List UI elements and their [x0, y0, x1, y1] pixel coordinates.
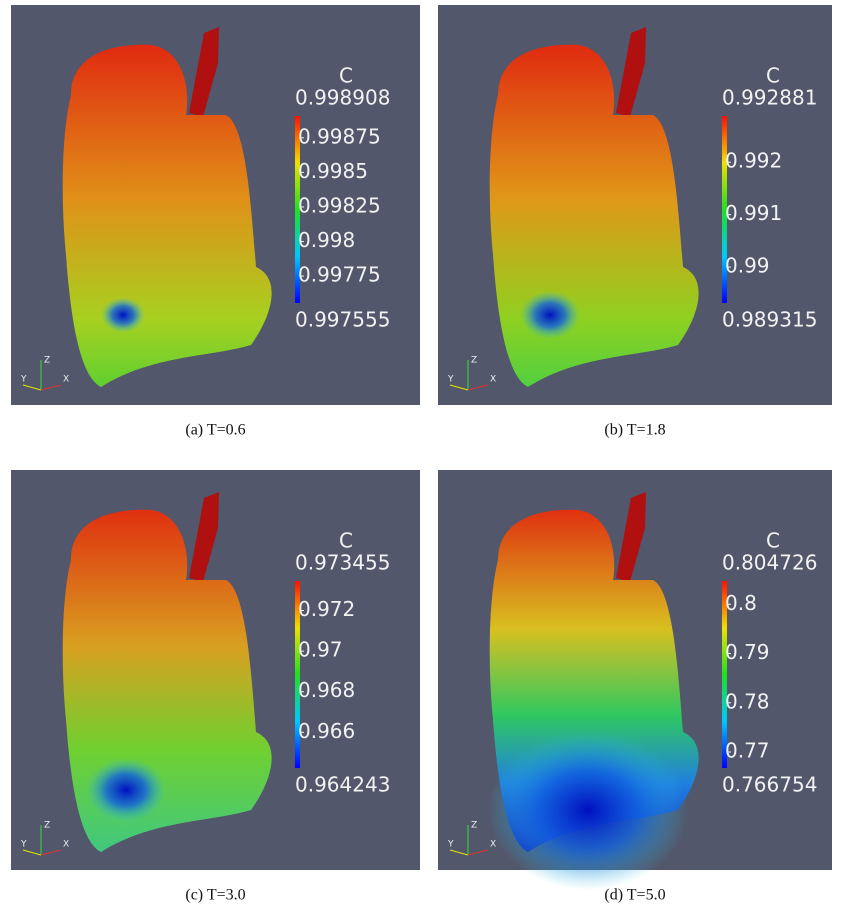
stem — [616, 27, 646, 117]
colorbar-tick-label: 0.99875 — [298, 124, 381, 148]
axis-x — [467, 384, 489, 391]
caption: (d) T=5.0 — [604, 887, 665, 904]
colorbar-tick-label: 0.968 — [298, 678, 355, 702]
panel: Y Z X C0.804726 0.766754 0.8 0.79 0.78 0.77 — [438, 470, 832, 890]
axis-label-x: X — [490, 375, 496, 385]
axis-label-x: X — [63, 375, 69, 385]
axis-label-z: Z — [44, 821, 50, 831]
colorbar-title: C — [339, 529, 353, 553]
colorbar-tick-label: 0.99775 — [298, 263, 381, 287]
axis-label-x: X — [63, 840, 69, 850]
colorbar-min: 0.997555 — [295, 308, 390, 332]
axis-label-y: Y — [447, 840, 454, 850]
stem — [189, 492, 219, 582]
colorbar-max: 0.973455 — [295, 551, 390, 575]
colorbar-max: 0.998908 — [295, 86, 390, 110]
axis-y — [22, 384, 42, 391]
axis-y — [449, 384, 469, 391]
caption: (c) T=3.0 — [185, 887, 245, 904]
axis-label-z: Z — [44, 356, 50, 366]
panel: Y Z X C0.973455 0.964243 0.972 0.97 0.968 0.966 — [11, 470, 420, 870]
colorbar-tick-label: 0.998 — [298, 228, 355, 252]
axis-x — [40, 849, 62, 856]
low-spot — [488, 730, 688, 890]
colorbar-tick-label: 0.77 — [725, 739, 770, 763]
colorbar-min: 0.964243 — [295, 773, 390, 797]
colorbar-max: 0.992881 — [722, 86, 817, 110]
colorbar-tick-label: 0.966 — [298, 719, 355, 743]
colorbar-tick-label: 0.8 — [725, 591, 757, 615]
low-spot — [86, 758, 166, 822]
colorbar-min: 0.989315 — [722, 308, 817, 332]
colorbar-title: C — [766, 64, 780, 88]
caption: (b) T=1.8 — [604, 422, 665, 439]
axis-label-z: Z — [471, 356, 477, 366]
colorbar-tick-label: 0.79 — [725, 640, 770, 664]
colorbar — [722, 116, 727, 303]
panel: Y Z X C0.998908 0.997555 0.99875 0.9985 0.99825… — [11, 5, 420, 405]
colorbar-tick-label: 0.99 — [725, 254, 770, 278]
colorbar-tick-label: 0.992 — [725, 149, 782, 173]
axis-label-x: X — [490, 840, 496, 850]
colorbar-title: C — [766, 529, 780, 553]
axis-label-y: Y — [447, 375, 454, 385]
axis-y — [449, 849, 469, 856]
stem — [616, 492, 646, 582]
panel: Y Z X C0.992881 0.989315 0.992 0.991 0.99 — [438, 5, 832, 405]
colorbar-tick-label: 0.99825 — [298, 193, 381, 217]
low-spot — [520, 291, 580, 339]
axis-x — [40, 384, 62, 391]
colorbar-tick-label: 0.972 — [298, 597, 355, 621]
colorbar-max: 0.804726 — [722, 551, 817, 575]
axis-x — [467, 849, 489, 856]
axis-label-y: Y — [20, 375, 27, 385]
colorbar — [295, 116, 300, 303]
colorbar — [295, 581, 300, 768]
colorbar-min: 0.766754 — [722, 773, 817, 797]
caption: (a) T=0.6 — [185, 422, 245, 439]
colorbar-tick-label: 0.97 — [298, 638, 343, 662]
axis-label-y: Y — [20, 840, 27, 850]
colorbar — [722, 581, 727, 768]
low-spot — [101, 297, 145, 333]
colorbar-tick-label: 0.9985 — [298, 159, 368, 183]
colorbar-tick-label: 0.991 — [725, 201, 782, 225]
stem — [189, 27, 219, 117]
axis-y — [22, 849, 42, 856]
axis-label-z: Z — [471, 821, 477, 831]
colorbar-tick-label: 0.78 — [725, 689, 770, 713]
colorbar-title: C — [339, 64, 353, 88]
